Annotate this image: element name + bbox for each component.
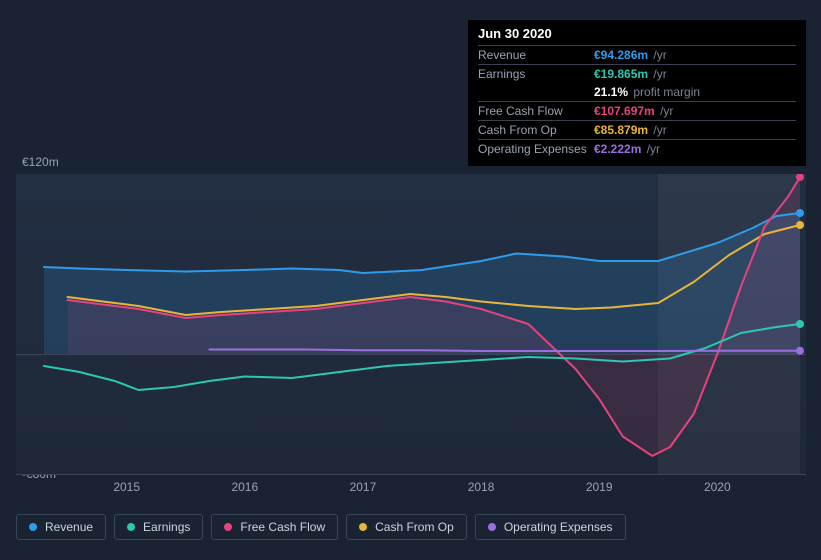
tooltip-row: Earnings€19.865m /yr: [478, 64, 796, 83]
tooltip-value: €85.879m: [594, 123, 648, 137]
legend-item[interactable]: Free Cash Flow: [211, 514, 338, 540]
series-end-dot: [796, 320, 804, 328]
legend-label: Free Cash Flow: [240, 520, 325, 534]
series-end-dot: [796, 347, 804, 355]
x-axis-label: 2015: [113, 480, 140, 494]
legend-label: Cash From Op: [375, 520, 454, 534]
tooltip-row: 21.1% profit margin: [478, 83, 796, 101]
tooltip-value: €2.222m: [594, 142, 641, 156]
tooltip-value: €94.286m: [594, 48, 648, 62]
legend-dot-icon: [488, 523, 496, 531]
series-end-dot: [796, 209, 804, 217]
tooltip-unit: /yr: [650, 67, 667, 81]
tooltip-unit: /yr: [657, 104, 674, 118]
tooltip-row: Revenue€94.286m /yr: [478, 45, 796, 64]
series-end-dot: [796, 221, 804, 229]
legend-item[interactable]: Operating Expenses: [475, 514, 626, 540]
x-axis: 2015 2016 2017 2018 2019 2020: [16, 480, 806, 500]
legend-item[interactable]: Revenue: [16, 514, 106, 540]
legend-dot-icon: [224, 523, 232, 531]
x-axis-label: 2019: [586, 480, 613, 494]
x-axis-label: 2018: [468, 480, 495, 494]
tooltip-unit: /yr: [643, 142, 660, 156]
tooltip-label: [478, 85, 594, 99]
legend-dot-icon: [127, 523, 135, 531]
tooltip-label: Revenue: [478, 48, 594, 62]
tooltip-row: Free Cash Flow€107.697m /yr: [478, 101, 796, 120]
tooltip-unit: profit margin: [630, 85, 700, 99]
chart-svg: [16, 174, 806, 474]
tooltip-value: 21.1%: [594, 85, 628, 99]
gridline: [16, 474, 806, 475]
tooltip-label: Earnings: [478, 67, 594, 81]
tooltip-value: €19.865m: [594, 67, 648, 81]
tooltip-label: Cash From Op: [478, 123, 594, 137]
chart-plot-area[interactable]: [16, 174, 806, 474]
x-axis-label: 2016: [231, 480, 258, 494]
legend-label: Revenue: [45, 520, 93, 534]
legend-item[interactable]: Cash From Op: [346, 514, 467, 540]
x-axis-label: 2020: [704, 480, 731, 494]
tooltip-label: Operating Expenses: [478, 142, 594, 156]
tooltip-label: Free Cash Flow: [478, 104, 594, 118]
tooltip-row: Operating Expenses€2.222m /yr: [478, 139, 796, 158]
legend-label: Earnings: [143, 520, 190, 534]
x-axis-label: 2017: [350, 480, 377, 494]
tooltip-unit: /yr: [650, 123, 667, 137]
tooltip-title: Jun 30 2020: [478, 26, 796, 45]
legend-dot-icon: [29, 523, 37, 531]
tooltip-value: €107.697m: [594, 104, 655, 118]
chart-tooltip: Jun 30 2020 Revenue€94.286m /yrEarnings€…: [468, 20, 806, 166]
legend-dot-icon: [359, 523, 367, 531]
chart-legend: Revenue Earnings Free Cash Flow Cash From O…: [16, 514, 626, 540]
legend-label: Operating Expenses: [504, 520, 613, 534]
y-axis-label: €120m: [22, 155, 59, 169]
tooltip-unit: /yr: [650, 48, 667, 62]
legend-item[interactable]: Earnings: [114, 514, 203, 540]
tooltip-row: Cash From Op€85.879m /yr: [478, 120, 796, 139]
